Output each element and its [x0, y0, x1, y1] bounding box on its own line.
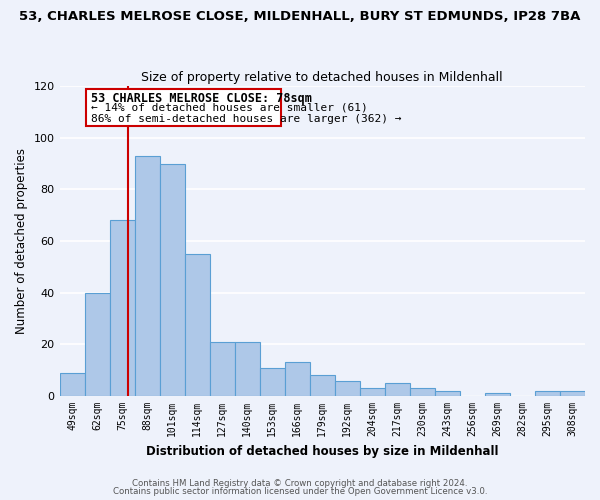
- Bar: [485, 394, 510, 396]
- Bar: [285, 362, 310, 396]
- Bar: [260, 368, 285, 396]
- Bar: [85, 292, 110, 396]
- Title: Size of property relative to detached houses in Mildenhall: Size of property relative to detached ho…: [142, 70, 503, 84]
- Y-axis label: Number of detached properties: Number of detached properties: [15, 148, 28, 334]
- Text: 86% of semi-detached houses are larger (362) →: 86% of semi-detached houses are larger (…: [91, 114, 401, 124]
- Text: 53, CHARLES MELROSE CLOSE, MILDENHALL, BURY ST EDMUNDS, IP28 7BA: 53, CHARLES MELROSE CLOSE, MILDENHALL, B…: [19, 10, 581, 23]
- Bar: [410, 388, 435, 396]
- Bar: [59, 373, 85, 396]
- Bar: [134, 156, 160, 396]
- Text: ← 14% of detached houses are smaller (61): ← 14% of detached houses are smaller (61…: [91, 103, 368, 113]
- Bar: [209, 342, 235, 396]
- Text: Contains HM Land Registry data © Crown copyright and database right 2024.: Contains HM Land Registry data © Crown c…: [132, 478, 468, 488]
- Bar: [560, 391, 585, 396]
- Bar: [110, 220, 134, 396]
- X-axis label: Distribution of detached houses by size in Mildenhall: Distribution of detached houses by size …: [146, 444, 499, 458]
- Bar: [335, 380, 360, 396]
- Text: 53 CHARLES MELROSE CLOSE: 78sqm: 53 CHARLES MELROSE CLOSE: 78sqm: [91, 92, 311, 104]
- Text: Contains public sector information licensed under the Open Government Licence v3: Contains public sector information licen…: [113, 487, 487, 496]
- Bar: [310, 376, 335, 396]
- Bar: [435, 391, 460, 396]
- Bar: [360, 388, 385, 396]
- Bar: [235, 342, 260, 396]
- Bar: [535, 391, 560, 396]
- Bar: [185, 254, 209, 396]
- Bar: [385, 383, 410, 396]
- Bar: [160, 164, 185, 396]
- FancyBboxPatch shape: [86, 88, 281, 126]
